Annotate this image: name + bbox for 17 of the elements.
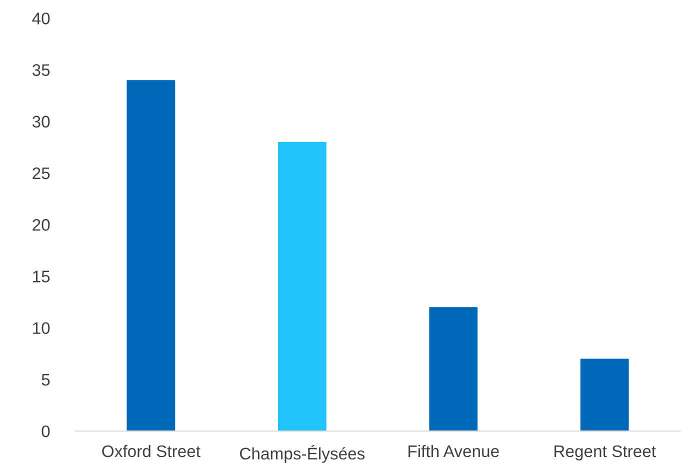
bar [429, 307, 478, 432]
y-tick-label: 15 [33, 270, 50, 282]
bar [278, 142, 326, 432]
y-tick-label: 35 [32, 64, 50, 76]
y-tick-label: 5 [42, 374, 50, 386]
y-tick-label: 30 [32, 116, 50, 128]
y-tick-label: 0 [42, 425, 50, 438]
bar [126, 80, 176, 432]
bar [580, 358, 629, 432]
x-tick-label: Fifth Avenue [408, 444, 499, 458]
x-tick-label: Champs-Élysées [240, 444, 365, 463]
y-tick-label: 20 [32, 219, 50, 231]
x-tick-label: Oxford Street [102, 444, 200, 458]
x-tick-label: Regent Street [554, 445, 656, 460]
y-tick-label: 10 [33, 322, 50, 334]
y-tick-label: 25 [32, 167, 50, 180]
y-tick-label: 40 [32, 12, 50, 24]
